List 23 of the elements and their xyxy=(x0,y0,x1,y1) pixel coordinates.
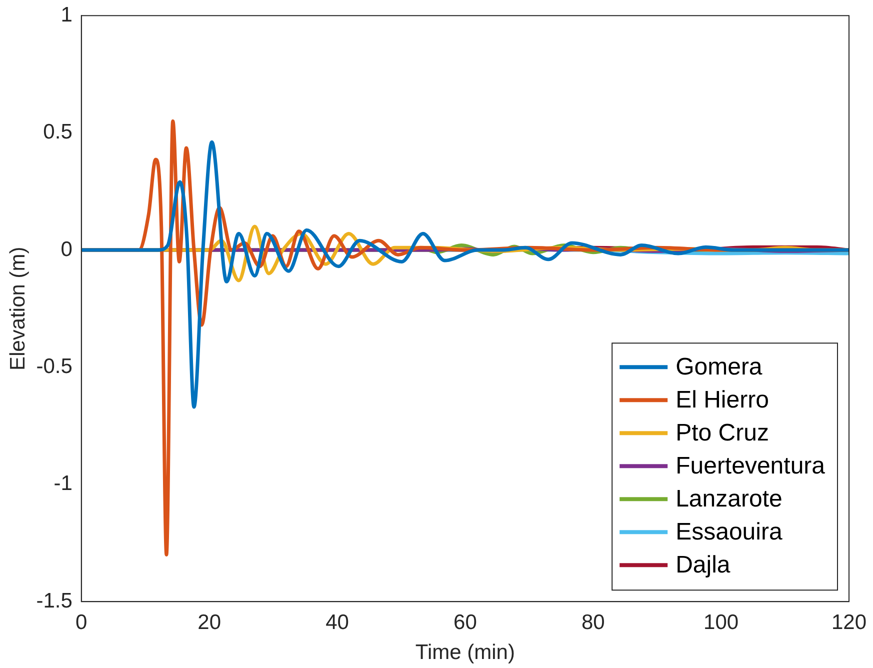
legend-label: El Hierro xyxy=(676,386,769,414)
line-series xyxy=(81,140,849,409)
legend-label: Essaouira xyxy=(676,518,783,546)
x-tick-label: 120 xyxy=(831,610,867,634)
x-tick-label: 100 xyxy=(704,610,739,634)
legend-label: Gomera xyxy=(676,354,763,381)
legend-label: Lanzarote xyxy=(676,486,782,513)
legend-label: Fuerteventura xyxy=(676,452,826,480)
y-tick-label: -0.5 xyxy=(36,354,72,378)
y-tick-label: -1.5 xyxy=(36,589,72,612)
y-tick-label: 0 xyxy=(60,238,72,261)
x-axis-title: Time (min) xyxy=(415,641,515,664)
x-tick-label: 40 xyxy=(326,610,349,634)
x-tick-label: 80 xyxy=(581,610,605,634)
x-tick-label: 60 xyxy=(454,610,477,634)
legend-label: Pto Cruz xyxy=(676,420,769,447)
x-tick-label: 0 xyxy=(76,610,88,634)
y-tick-label: 0.5 xyxy=(43,120,72,144)
x-tick-label: 20 xyxy=(198,610,221,634)
y-tick-label: -1 xyxy=(54,472,72,496)
y-axis-title: Elevation (m) xyxy=(6,246,30,370)
y-tick-label: 1 xyxy=(60,3,72,26)
legend-label: Dajla xyxy=(676,552,731,579)
